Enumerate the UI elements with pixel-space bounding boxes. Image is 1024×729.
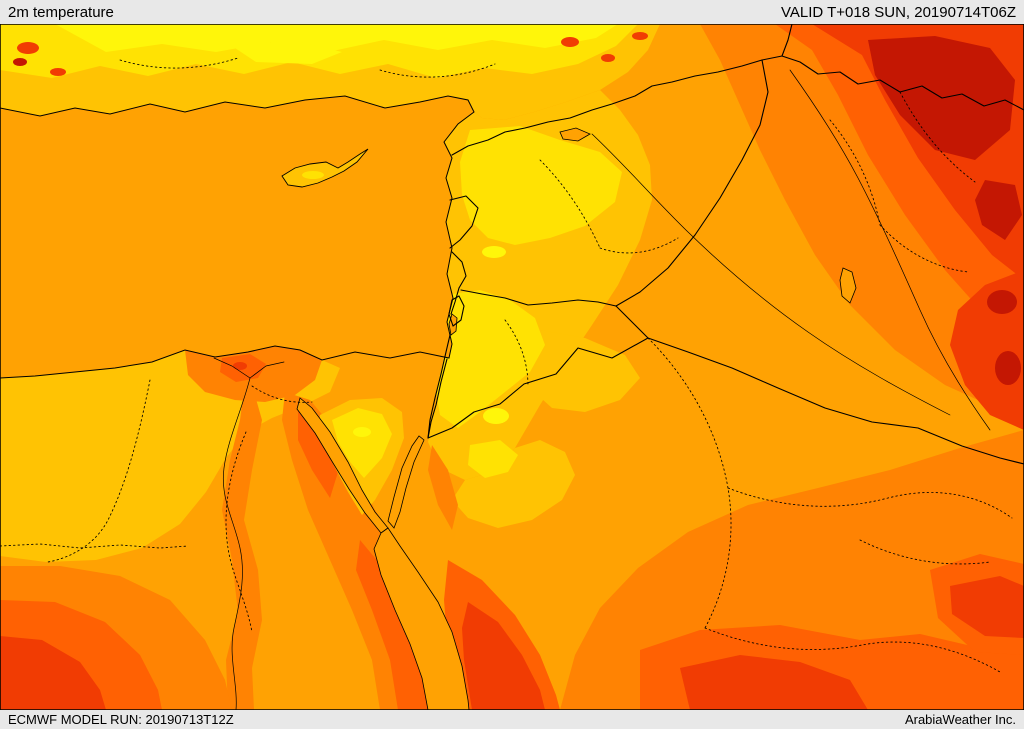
temp-band-dark-red-right-2 <box>995 351 1021 385</box>
tigris-river <box>789 69 991 431</box>
gulf-of-aqaba <box>387 435 425 529</box>
admin-line-egypt-south <box>0 543 189 549</box>
admin-line-saudi-3 <box>704 627 1001 673</box>
cool-spot-sinai <box>353 427 371 437</box>
cyprus-interior-band <box>302 171 324 179</box>
valid-time-label: VALID T+018 SUN, 20190714T06Z <box>780 3 1016 21</box>
red-sea <box>373 527 470 710</box>
hot-spot-topcenter-3 <box>632 32 648 40</box>
border-west-bank <box>448 295 465 327</box>
admin-line-iraq-3 <box>899 91 976 183</box>
nile-delta-branch-east <box>249 361 285 379</box>
lake-assad <box>559 127 591 142</box>
temp-band-orange-red-suez-shore <box>298 408 338 498</box>
admin-line-egypt-west <box>47 379 151 563</box>
cyprus-island <box>281 148 369 188</box>
border-jordan-saudi <box>427 337 649 439</box>
map-title: 2m temperature <box>8 3 114 21</box>
border-turkey-syria <box>451 55 783 156</box>
temp-band-gold-central-wedge <box>528 330 640 412</box>
border-turkey-north-spur <box>781 24 793 57</box>
admin-line-syria-2 <box>599 237 679 254</box>
euphrates-river <box>591 133 951 416</box>
temp-band-red-redsea-east <box>462 602 545 710</box>
hot-spot-topleft-3 <box>50 68 66 76</box>
temp-band-dark-red-blob <box>975 180 1022 240</box>
temp-band-red-bottom-1 <box>680 655 868 710</box>
nile-river <box>222 377 251 710</box>
admin-line-turkey-2 <box>379 63 496 78</box>
border-jordan-syria <box>460 289 617 307</box>
border-saudi-iraq <box>615 305 1024 465</box>
hot-spot-topcenter-1 <box>561 37 579 47</box>
credit-label: ArabiaWeather Inc. <box>904 712 1016 727</box>
admin-line-egypt-mid <box>225 431 253 633</box>
hot-spot-topleft-1 <box>17 42 39 54</box>
temp-band-red-bottom-2 <box>950 576 1024 638</box>
temp-band-deep-orange-aqaba-east <box>428 445 458 530</box>
temp-band-red-sw-egypt <box>0 636 106 710</box>
admin-line-turkey-1 <box>119 57 239 69</box>
lake-tharthar <box>839 267 857 304</box>
border-golan <box>451 251 467 289</box>
admin-line-jordan <box>504 319 529 387</box>
temp-band-bright-yellow-turkey <box>55 24 618 52</box>
temp-band-red-delta-speck <box>233 362 247 370</box>
temp-band-yellow-syria <box>460 126 622 245</box>
admin-line-saudi-2 <box>727 487 1013 519</box>
nile-delta-branch-west <box>213 357 251 379</box>
temp-band-gold-nw-saudi <box>452 440 575 528</box>
cool-spot-syria <box>482 246 506 258</box>
title-bar: 2m temperature VALID T+018 SUN, 20190714… <box>0 0 1024 24</box>
admin-line-saudi-4 <box>859 539 991 565</box>
temp-band-bright-yellow-blob <box>232 40 342 64</box>
temp-band-yellow-jordan <box>436 290 545 428</box>
temp-band-deep-orange-nile-valley <box>222 378 262 710</box>
temp-band-yellow-nw-saudi <box>468 440 518 478</box>
temperature-map <box>0 24 1024 710</box>
map-container <box>0 24 1024 710</box>
cool-spot-jordan <box>483 408 509 424</box>
model-run-label: ECMWF MODEL RUN: 20190713T12Z <box>8 712 234 727</box>
admin-line-iraq-1 <box>829 119 881 226</box>
temp-band-orange-red-redsea-west <box>356 540 430 710</box>
mediterranean-sea <box>0 95 475 379</box>
border-israel-jordan-rift <box>427 287 460 439</box>
temp-band-dark-red-right-1 <box>987 290 1017 314</box>
status-bar: ECMWF MODEL RUN: 20190713T12Z ArabiaWeat… <box>0 710 1024 729</box>
temp-band-yellow-sinai <box>332 408 392 478</box>
hot-spot-topcenter-2 <box>601 54 615 62</box>
admin-line-iraq-2 <box>879 224 969 273</box>
border-lebanon-syria <box>449 195 479 249</box>
admin-line-cairo <box>251 385 313 403</box>
border-syria-iraq <box>615 59 769 307</box>
border-israel-egypt <box>427 358 448 439</box>
hot-spot-topleft-2 <box>13 58 27 66</box>
admin-line-syria-1 <box>539 159 601 249</box>
